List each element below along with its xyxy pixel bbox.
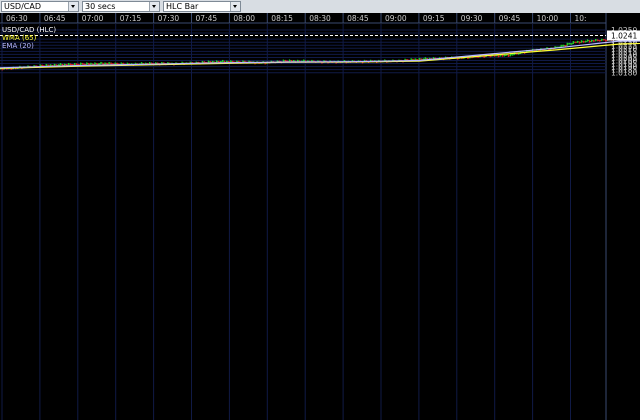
price-tick-label: 1.0210 bbox=[611, 50, 637, 59]
time-tick-label: 07:45 bbox=[196, 14, 218, 23]
chart-toolbar: USD/CAD 30 secs HLC Bar bbox=[0, 0, 640, 13]
chevron-down-icon[interactable] bbox=[149, 2, 159, 11]
time-tick-label: 07:30 bbox=[158, 14, 180, 23]
time-tick-label: 10: bbox=[575, 14, 587, 23]
plot-background bbox=[0, 13, 640, 420]
last-price-marker bbox=[607, 30, 640, 41]
price-tick-label: 1.0205 bbox=[611, 53, 637, 62]
time-tick-label: 09:15 bbox=[423, 14, 445, 23]
chart-style-select-value: HLC Bar bbox=[166, 2, 199, 11]
ema-line bbox=[0, 40, 640, 69]
symbol-select[interactable]: USD/CAD bbox=[1, 1, 79, 12]
price-tick-label: 1.0180 bbox=[611, 69, 637, 78]
price-tick-label: 1.0225 bbox=[611, 41, 637, 50]
time-tick-label: 08:30 bbox=[309, 14, 331, 23]
price-tick-label: 1.0200 bbox=[611, 57, 637, 66]
price-tick-label: 1.0185 bbox=[611, 66, 637, 75]
legend-wma: WMA (65) bbox=[2, 34, 37, 42]
chevron-down-icon[interactable] bbox=[68, 2, 78, 11]
legend-ema: EMA (20) bbox=[2, 42, 34, 50]
price-tick-label: 1.0215 bbox=[611, 47, 637, 56]
time-axis-strip bbox=[0, 13, 606, 23]
legend-main: USD/CAD (HLC) bbox=[2, 26, 57, 34]
chevron-down-icon[interactable] bbox=[230, 2, 240, 11]
interval-select-value: 30 secs bbox=[85, 2, 116, 11]
time-tick-label: 08:00 bbox=[233, 14, 255, 23]
time-tick-label: 06:30 bbox=[6, 14, 28, 23]
time-tick-label: 10:00 bbox=[537, 14, 559, 23]
price-axis-panel bbox=[606, 13, 640, 420]
time-tick-label: 09:00 bbox=[385, 14, 407, 23]
symbol-select-value: USD/CAD bbox=[4, 2, 42, 11]
interval-select[interactable]: 30 secs bbox=[82, 1, 160, 12]
time-tick-label: 08:45 bbox=[347, 14, 369, 23]
time-tick-label: 07:00 bbox=[82, 14, 104, 23]
time-tick-label: 07:15 bbox=[120, 14, 142, 23]
price-tick-label: 1.0195 bbox=[611, 60, 637, 69]
time-tick-label: 08:15 bbox=[271, 14, 293, 23]
time-tick-label: 09:45 bbox=[499, 14, 521, 23]
price-tick-label: 1.0190 bbox=[611, 63, 637, 72]
time-tick-label: 06:45 bbox=[44, 14, 66, 23]
price-tick-label: 1.0220 bbox=[611, 44, 637, 53]
last-price-label: 1.0241 bbox=[611, 31, 637, 40]
chart-style-select[interactable]: HLC Bar bbox=[163, 1, 241, 12]
time-tick-label: 09:30 bbox=[461, 14, 483, 23]
price-tick-label: 1.0230 bbox=[611, 38, 637, 47]
